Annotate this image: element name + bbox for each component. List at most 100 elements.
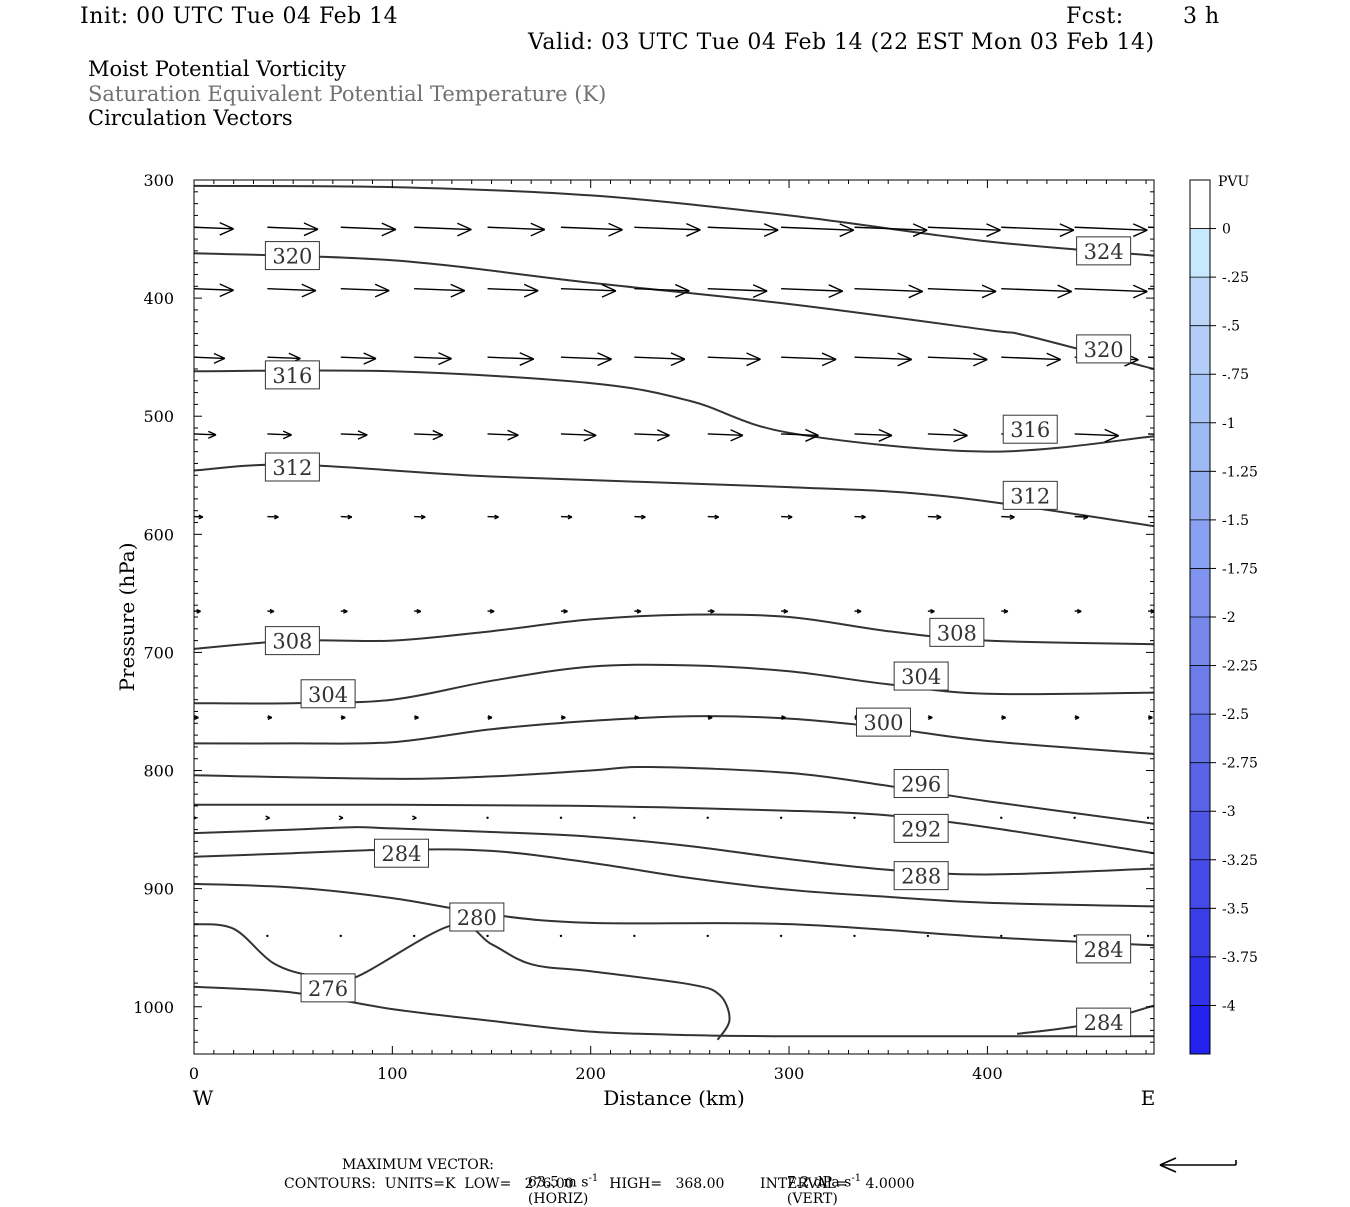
contour-label: 316 [265,361,319,389]
colorbar-label: -4 [1222,998,1236,1014]
reference-vector [1160,1158,1236,1172]
contour-label: 276 [301,974,355,1002]
colorbar-segment [1190,277,1210,326]
contour-label: 300 [856,708,910,736]
colorbar-label: -3.25 [1222,853,1258,869]
circulation-vector [561,610,568,614]
vector-shaft [854,357,911,359]
circulation-vector [488,430,519,440]
x-tick-label: 0 [189,1064,199,1083]
circulation-vector [561,223,623,236]
horiz-unit: (HORIZ) [528,1191,588,1207]
circulation-vector [1075,429,1119,442]
circulation-vector [928,285,996,298]
contour-label: 316 [1003,415,1057,443]
vector-shaft [488,357,534,359]
x-tick-label: 100 [377,1064,408,1083]
contour-line [194,716,1154,754]
circulation-vector [267,223,318,236]
circulation-vector [1075,224,1148,237]
x-tick-label: 300 [774,1064,805,1083]
vector-head [954,436,968,442]
circulation-vector [341,716,345,720]
contour-info: CONTOURS: UNITS=K LOW= 276.00 HIGH= 368.… [284,1176,915,1192]
circulation-vector [414,716,418,720]
circulation-vector [488,610,495,614]
west-label: W [193,1086,214,1110]
vector-head [1157,517,1162,519]
circulation-vector [194,716,198,720]
circulation-vector [341,610,348,614]
circulation-vector [488,284,539,297]
circulation-vector [854,353,911,366]
circulation-vector [780,817,782,819]
vector-head [1133,292,1147,298]
circulation-vector [266,816,270,820]
vector-shaft [928,434,968,436]
circulation-vector [854,515,865,519]
circulation-vector [341,284,389,297]
contour-label: 296 [894,770,948,798]
vector-shaft [414,227,471,229]
contour-label: 312 [1003,481,1057,509]
contour-line [194,884,1154,945]
y-tick-label: 700 [143,643,174,662]
circulation-vector [634,353,685,366]
colorbar-segment [1190,617,1210,666]
vector-shaft [488,289,539,291]
contour-label-text: 304 [308,683,348,707]
vector-shaft [341,227,396,229]
vector-head [753,291,767,297]
circulation-vector [340,935,342,937]
vector-shaft [708,357,761,359]
vector-head [879,435,892,441]
circulation-vector [854,610,861,614]
y-tick-label: 800 [143,762,174,781]
vector-head [973,360,987,366]
vector-head [364,359,376,365]
contour-label: 284 [1077,935,1131,963]
vector-shaft [1075,227,1148,230]
contour-line [194,614,1154,648]
vector-head [822,359,836,365]
circulation-vector [194,515,203,519]
circulation-vector [633,935,635,937]
vector-shaft [928,227,1001,230]
contour-label: 304 [894,662,948,690]
contour-label: 308 [930,618,984,646]
circulation-vector [708,353,761,366]
vector-shaft [561,357,612,359]
vector-head [686,230,700,236]
vector-shaft [194,357,225,358]
circulation-vector [413,935,415,937]
contour-label-text: 324 [1084,240,1124,264]
contour-label-text: 320 [272,245,312,269]
contour-label-text: 308 [937,621,977,645]
colorbar-segment [1190,374,1210,423]
circulation-vector [414,610,421,614]
vector-shaft [414,434,443,435]
circulation-vector [341,515,352,519]
vector-head [1157,515,1162,517]
circulation-vector [928,515,941,519]
vector-shaft [194,227,234,229]
colorbar-unit: PVU [1218,174,1250,190]
circulation-vector [854,430,891,442]
vector-head [375,291,389,297]
contour-line [194,805,1154,853]
colorbar-label: -2 [1222,610,1236,626]
max-vector-label: MAXIMUM VECTOR: [342,1157,494,1173]
vector-shaft [341,289,389,291]
vector-shaft [561,227,623,229]
circulation-vector [1147,935,1149,937]
vector-shaft [781,227,854,230]
y-tick-label: 1000 [133,998,174,1017]
vector-shaft [267,434,291,435]
circulation-vector [414,284,465,297]
circulation-vector [1073,935,1075,937]
circulation-vector [781,515,792,519]
circulation-vector [561,353,612,366]
y-tick-label: 900 [143,880,174,899]
circulation-vector [414,515,425,519]
contour-label: 284 [1077,1008,1131,1036]
